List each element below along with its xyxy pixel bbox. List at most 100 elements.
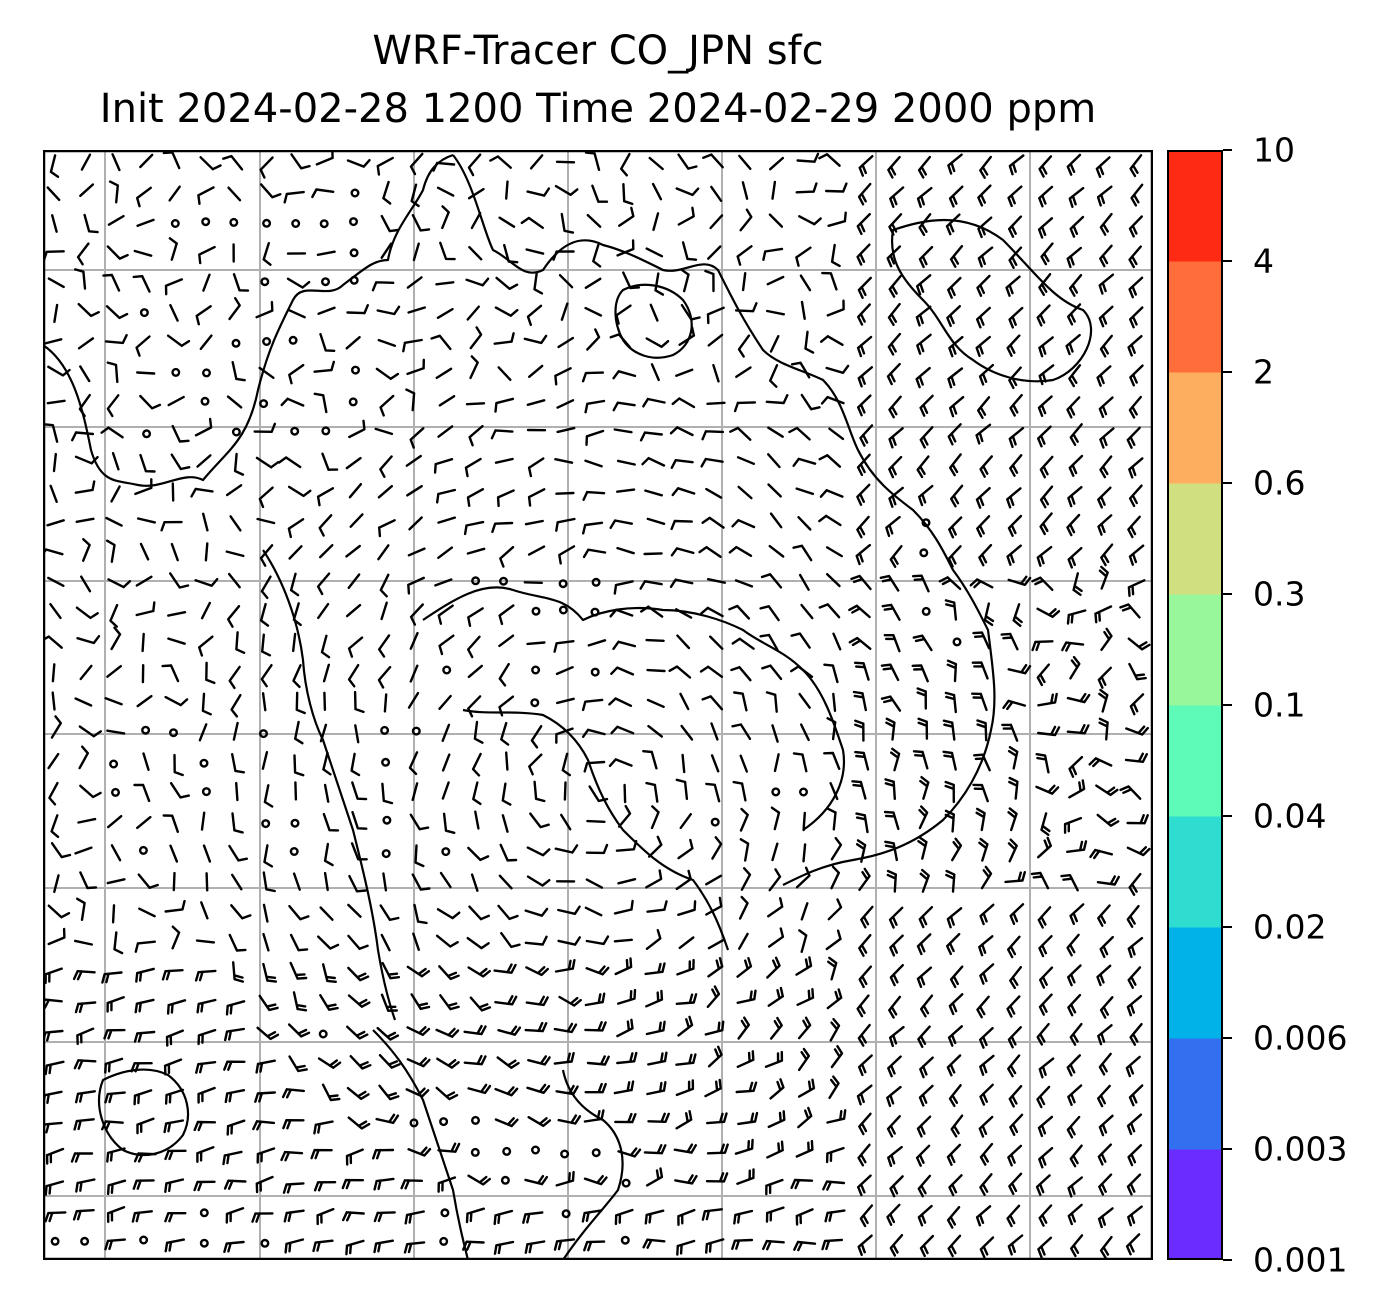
wind-barb bbox=[646, 517, 666, 525]
wind-barb bbox=[74, 1001, 97, 1014]
wind-barb bbox=[705, 1172, 729, 1183]
wind-barb bbox=[1036, 663, 1050, 687]
wind-barb bbox=[378, 1054, 401, 1069]
wind-barb bbox=[949, 453, 962, 477]
calm-wind-circle bbox=[199, 1208, 209, 1218]
wind-barb bbox=[765, 394, 789, 405]
wind-barb bbox=[1099, 212, 1113, 236]
wind-barb bbox=[47, 576, 65, 587]
wind-barb bbox=[130, 1062, 153, 1073]
wind-barb bbox=[947, 276, 962, 299]
wind-barb bbox=[640, 605, 664, 618]
wind-barb bbox=[1038, 336, 1054, 358]
wind-barb bbox=[1006, 544, 1022, 566]
wind-barb bbox=[199, 334, 213, 351]
wind-barb bbox=[74, 455, 99, 465]
wind-barb bbox=[919, 426, 934, 449]
wind-barb bbox=[734, 302, 758, 313]
wind-barb bbox=[380, 242, 393, 259]
wind-barb bbox=[973, 753, 991, 772]
wind-barb bbox=[196, 1146, 215, 1163]
wind-barb bbox=[470, 211, 482, 230]
wind-barb bbox=[438, 395, 456, 407]
wind-barb bbox=[292, 991, 308, 1012]
colorbar-tick-mark bbox=[1223, 1037, 1232, 1039]
wind-barb bbox=[978, 363, 994, 386]
wind-barb bbox=[860, 905, 874, 929]
wind-barb bbox=[438, 634, 455, 656]
wind-barb bbox=[585, 965, 610, 976]
wind-barb bbox=[161, 664, 180, 683]
wind-barb bbox=[258, 366, 275, 379]
wind-barb bbox=[617, 878, 637, 885]
wind-barb bbox=[526, 1083, 551, 1094]
wind-barb bbox=[1066, 724, 1090, 735]
wind-barb bbox=[855, 543, 872, 566]
wind-barb bbox=[200, 811, 206, 831]
wind-barb bbox=[497, 904, 519, 921]
wind-barb bbox=[255, 1175, 274, 1194]
wind-barb bbox=[647, 835, 663, 858]
wind-barb bbox=[379, 455, 393, 478]
calm-wind-circle bbox=[171, 367, 181, 377]
wind-barb bbox=[409, 152, 424, 176]
wind-barb bbox=[47, 365, 71, 377]
wind-barb bbox=[283, 190, 305, 204]
wind-barb bbox=[710, 185, 723, 202]
wind-barb bbox=[1039, 485, 1054, 509]
wind-barb bbox=[1070, 1234, 1084, 1258]
wind-barb bbox=[1038, 273, 1052, 296]
wind-barb bbox=[889, 1025, 905, 1048]
wind-barb bbox=[832, 692, 837, 712]
wind-barb bbox=[800, 300, 806, 320]
wind-barb bbox=[645, 781, 659, 803]
wind-barb bbox=[975, 807, 986, 832]
wind-barb bbox=[1038, 155, 1053, 178]
wind-barb bbox=[256, 1026, 280, 1041]
wind-barb bbox=[1130, 183, 1144, 207]
wind-barb bbox=[1128, 1084, 1144, 1107]
wind-barb bbox=[224, 1089, 246, 1104]
wind-barb bbox=[133, 1089, 153, 1106]
wind-barb bbox=[797, 516, 812, 531]
wind-barb bbox=[467, 607, 484, 627]
wind-barb bbox=[946, 932, 961, 956]
wind-barb bbox=[1098, 396, 1114, 418]
wind-barb bbox=[280, 397, 305, 407]
wind-barb bbox=[470, 873, 479, 892]
wind-barb bbox=[554, 844, 579, 854]
wind-barb bbox=[225, 484, 243, 497]
wind-barb bbox=[287, 309, 306, 319]
colorbar-segment bbox=[1167, 150, 1223, 262]
wind-barb bbox=[1038, 1057, 1055, 1079]
wind-barb bbox=[767, 1110, 786, 1129]
wind-barb bbox=[1066, 153, 1082, 176]
wind-barb bbox=[110, 626, 122, 651]
wind-barb bbox=[1007, 575, 1032, 586]
wind-barb bbox=[347, 573, 361, 590]
wind-barb bbox=[1129, 1023, 1143, 1046]
wind-barb bbox=[731, 637, 755, 650]
wind-barb bbox=[614, 1112, 637, 1124]
wind-barb bbox=[525, 995, 549, 1007]
colorbar-tick-label: 0.04 bbox=[1253, 796, 1327, 836]
wind-barb bbox=[586, 328, 601, 351]
colorbar-tick-label: 0.001 bbox=[1253, 1240, 1348, 1280]
wind-barb bbox=[501, 782, 512, 806]
wind-barb bbox=[72, 1209, 95, 1221]
wind-barb bbox=[800, 603, 814, 620]
wind-barb bbox=[851, 780, 867, 800]
wind-barb bbox=[494, 995, 518, 1006]
wind-barb bbox=[886, 1203, 901, 1226]
wind-barb bbox=[164, 1088, 184, 1105]
wind-barb bbox=[947, 545, 962, 568]
wind-barb bbox=[884, 840, 898, 862]
wind-barb bbox=[795, 956, 813, 976]
wind-barb bbox=[260, 575, 272, 600]
wind-barb bbox=[106, 394, 120, 418]
wind-barb bbox=[680, 268, 690, 293]
wind-barb bbox=[136, 815, 152, 830]
wind-barb bbox=[767, 426, 784, 438]
wind-barb bbox=[380, 601, 388, 621]
wind-barb bbox=[918, 245, 934, 269]
